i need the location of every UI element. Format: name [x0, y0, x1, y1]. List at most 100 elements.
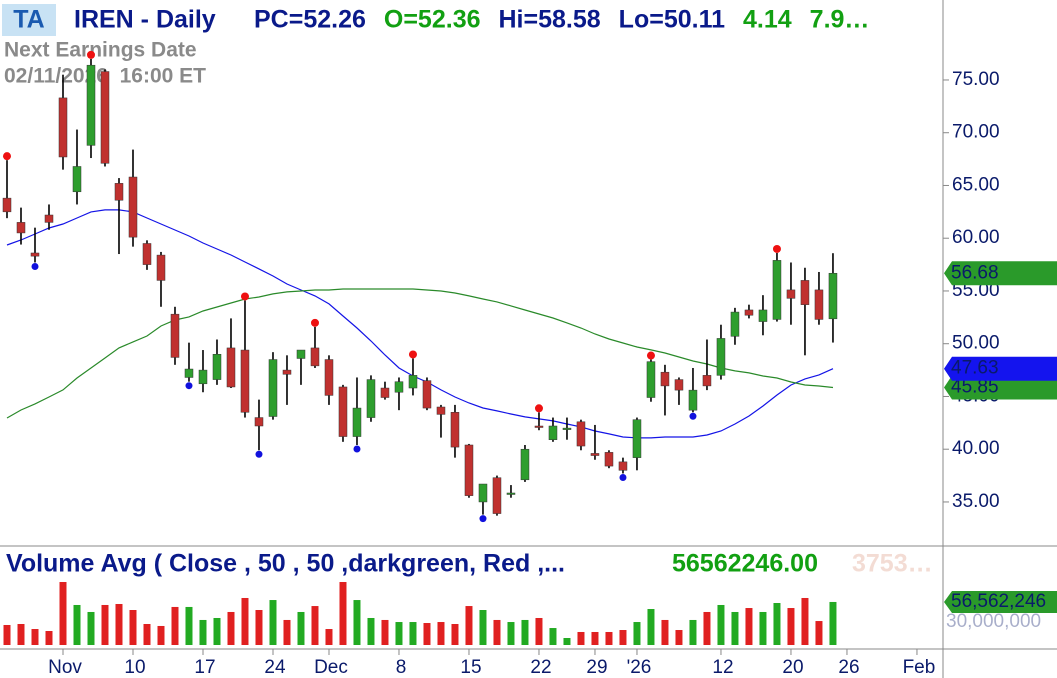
candle-body — [800, 280, 810, 305]
volume-bar — [101, 604, 109, 645]
volume-bar — [521, 619, 529, 645]
volume-tick-label: 30,000,000 — [946, 611, 1041, 632]
volume-bar — [437, 622, 445, 645]
y-tick-label: 50.00 — [952, 333, 1000, 354]
volume-bar — [689, 619, 697, 645]
volume-bar — [731, 611, 739, 645]
volume-value-label: 56,562,246 — [951, 591, 1046, 612]
swing-low-dot — [31, 262, 39, 270]
swing-high-dot — [534, 404, 543, 413]
candle-body — [688, 389, 698, 411]
x-tick-label: 22 — [530, 657, 551, 678]
candle-body — [632, 419, 642, 458]
y-tick-label: 40.00 — [952, 438, 1000, 459]
volume-value: 56562246.00 — [672, 550, 818, 578]
candle-body — [198, 369, 208, 385]
badge: TA — [13, 6, 44, 34]
volume-bar — [675, 630, 683, 645]
volume-bar — [311, 606, 319, 645]
volume-bar — [577, 631, 585, 645]
chart-title: IREN - Daily — [74, 6, 216, 34]
swing-low-dot — [353, 445, 361, 453]
x-tick-label: 24 — [264, 657, 286, 678]
candle-body — [422, 380, 432, 409]
x-tick-label: 10 — [124, 657, 145, 678]
candle-body — [646, 361, 656, 398]
candle-body — [296, 349, 306, 359]
candle-body — [758, 309, 768, 322]
volume-bar — [325, 629, 333, 645]
volume-bar — [353, 600, 361, 645]
x-tick-label: 17 — [194, 657, 215, 678]
candle-body — [660, 371, 670, 387]
volume-bar — [801, 597, 809, 645]
volume-bar — [31, 629, 39, 645]
x-tick-label: 26 — [838, 657, 859, 678]
swing-high-dot — [86, 50, 95, 59]
candle-body — [520, 448, 530, 481]
last-price-label: 56.68 — [951, 262, 999, 283]
candle-body — [562, 427, 572, 430]
x-tick-label: Dec — [314, 657, 348, 678]
header-stat: 4.14 — [743, 6, 792, 34]
y-tick-label: 70.00 — [952, 122, 1000, 143]
volume-bar — [549, 628, 557, 645]
header-stat: PC=52.26 — [254, 6, 366, 34]
candle-body — [268, 359, 278, 417]
candle-body — [394, 381, 404, 393]
volume-bar — [395, 622, 403, 645]
volume-bar — [493, 619, 501, 645]
volume-bar — [745, 608, 753, 645]
y-tick-label: 65.00 — [952, 174, 1000, 195]
volume-bar — [17, 624, 25, 645]
ma-fast-label: 47.63 — [951, 358, 999, 379]
volume-bar — [157, 625, 165, 645]
candle-body — [282, 369, 292, 375]
candle-body — [380, 387, 390, 398]
candle-body — [436, 406, 446, 415]
header-stat: Lo=50.11 — [619, 6, 725, 34]
candle-body — [254, 417, 264, 427]
volume-bar — [787, 608, 795, 645]
candle-body — [744, 309, 754, 316]
volume-bar — [255, 610, 263, 645]
volume-bar — [703, 611, 711, 645]
candle-body — [772, 260, 782, 320]
price-panel: TA IREN - Daily Next Earnings Date 02/11… — [2, 4, 870, 523]
volume-bar — [129, 610, 137, 645]
volume-bar — [829, 601, 837, 645]
volume-bar — [479, 610, 487, 645]
ma-slow-label: 45.85 — [951, 377, 999, 398]
volume-bar — [213, 617, 221, 645]
candle-body — [58, 97, 68, 158]
candle-body — [548, 425, 558, 440]
candle-body — [338, 386, 348, 437]
candle-body — [100, 71, 110, 164]
y-tick-label: 60.00 — [952, 227, 1000, 248]
swing-high-dot — [310, 318, 319, 327]
candle-body — [478, 483, 488, 503]
header-stat: Hi=58.58 — [499, 6, 601, 34]
volume-bar — [605, 631, 613, 645]
volume-bar — [591, 631, 599, 645]
swing-low-dot — [479, 515, 487, 523]
volume-bar — [115, 603, 123, 645]
candle-body — [114, 183, 124, 201]
candle-body — [674, 379, 684, 391]
header-stat: 7.9… — [810, 6, 870, 34]
volume-bar — [171, 606, 179, 645]
swing-high-dot — [408, 350, 417, 359]
candle-body — [212, 354, 222, 380]
candle-body — [310, 347, 320, 367]
volume-tag-box — [944, 590, 1057, 613]
volume-faded: 3753… — [852, 550, 933, 578]
swing-low-dot — [255, 450, 263, 458]
candle-body — [618, 461, 628, 471]
earnings-note: Next Earnings Date — [4, 39, 197, 62]
swing-low-dot — [689, 412, 697, 420]
candle-body — [128, 176, 138, 238]
candle-body — [170, 313, 180, 358]
badge-box — [2, 4, 56, 36]
volume-title: Volume Avg ( Close , 50 , 50 ,darkgreen,… — [6, 550, 565, 578]
ma-slow-label-box — [944, 375, 1057, 400]
